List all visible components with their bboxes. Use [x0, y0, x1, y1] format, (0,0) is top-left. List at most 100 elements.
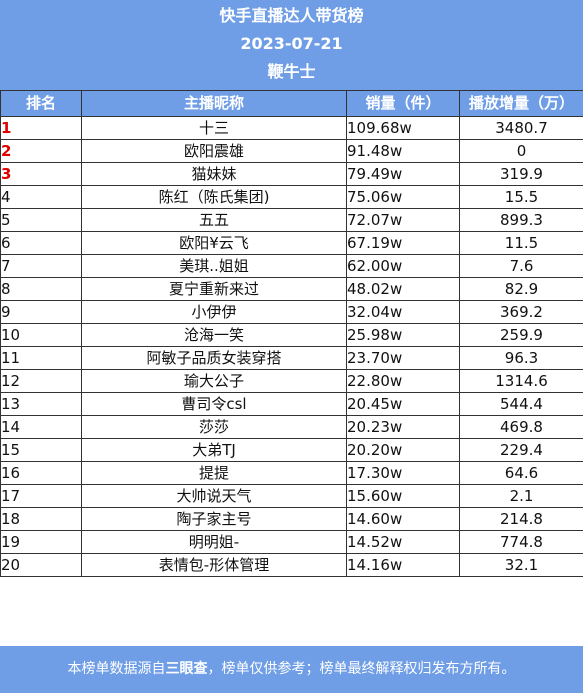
streamer-name-cell: 明明姐- — [81, 530, 347, 554]
plays-cell: 774.8 — [459, 530, 583, 554]
plays-cell: 214.8 — [459, 507, 583, 531]
plays-cell: 11.5 — [459, 231, 583, 255]
sales-cell: 72.07w — [346, 208, 460, 232]
plays-cell: 899.3 — [459, 208, 583, 232]
table-row: 1 十三 109.68w 3480.7 — [0, 116, 583, 140]
rank-cell: 19 — [0, 530, 82, 554]
sales-cell: 91.48w — [346, 139, 460, 163]
streamer-name-cell: 欧阳¥云飞 — [81, 231, 347, 255]
table-row: 7 美琪..姐姐 62.00w 7.6 — [0, 254, 583, 278]
sales-cell: 20.23w — [346, 415, 460, 439]
table-row: 14 莎莎 20.23w 469.8 — [0, 415, 583, 439]
plays-cell: 96.3 — [459, 346, 583, 370]
streamer-name-cell: 猫妹妹 — [81, 162, 347, 186]
rank-cell: 8 — [0, 277, 82, 301]
rank-cell: 1 — [0, 116, 82, 140]
plays-cell: 544.4 — [459, 392, 583, 416]
plays-cell: 319.9 — [459, 162, 583, 186]
sales-cell: 22.80w — [346, 369, 460, 393]
table-row: 10 沧海一笑 25.98w 259.9 — [0, 323, 583, 347]
rank-cell: 13 — [0, 392, 82, 416]
table-row: 6 欧阳¥云飞 67.19w 11.5 — [0, 231, 583, 255]
table-row: 20 表情包-形体管理 14.16w 32.1 — [0, 553, 583, 577]
table-row: 8 夏宁重新来过 48.02w 82.9 — [0, 277, 583, 301]
sales-cell: 14.52w — [346, 530, 460, 554]
streamer-name-cell: 陶子家主号 — [81, 507, 347, 531]
streamer-name-cell: 曹司令csl — [81, 392, 347, 416]
streamer-name-cell: 沧海一笑 — [81, 323, 347, 347]
column-header-plays: 播放增量（万） — [459, 90, 583, 117]
rank-cell: 7 — [0, 254, 82, 278]
column-header-rank: 排名 — [0, 90, 82, 117]
footer-prefix: 本榜单数据源自 — [67, 661, 166, 677]
rank-cell: 10 — [0, 323, 82, 347]
sales-cell: 109.68w — [346, 116, 460, 140]
plays-cell: 3480.7 — [459, 116, 583, 140]
table-row: 12 瑜大公子 22.80w 1314.6 — [0, 369, 583, 393]
page-header: 快手直播达人带货榜 2023-07-21 鞭牛士 — [0, 0, 583, 90]
sales-cell: 75.06w — [346, 185, 460, 209]
sales-cell: 32.04w — [346, 300, 460, 324]
rank-cell: 2 — [0, 139, 82, 163]
footer-suffix: ，榜单仅供参考；榜单最终解释权归发布方所有。 — [207, 661, 516, 677]
streamer-name-cell: 陈红（陈氏集团) — [81, 185, 347, 209]
rank-cell: 20 — [0, 553, 82, 577]
table-body: 1 十三 109.68w 3480.7 2 欧阳震雄 91.48w 0 3 猫妹妹 79.49w 31… — [0, 116, 583, 577]
table-row: 3 猫妹妹 79.49w 319.9 — [0, 162, 583, 186]
page-title: 快手直播达人带货榜 — [219, 6, 364, 25]
plays-cell: 469.8 — [459, 415, 583, 439]
plays-cell: 32.1 — [459, 553, 583, 577]
column-header-sales: 销量（件） — [346, 90, 460, 117]
sales-cell: 79.49w — [346, 162, 460, 186]
table-row: 2 欧阳震雄 91.48w 0 — [0, 139, 583, 163]
streamer-name-cell: 阿敏子品质女装穿搭 — [81, 346, 347, 370]
sales-cell: 62.00w — [346, 254, 460, 278]
streamer-name-cell: 夏宁重新来过 — [81, 277, 347, 301]
plays-cell: 64.6 — [459, 461, 583, 485]
plays-cell: 259.9 — [459, 323, 583, 347]
rank-cell: 4 — [0, 185, 82, 209]
table-row: 11 阿敏子品质女装穿搭 23.70w 96.3 — [0, 346, 583, 370]
sales-cell: 48.02w — [346, 277, 460, 301]
table-row: 18 陶子家主号 14.60w 214.8 — [0, 507, 583, 531]
table-row: 17 大帅说天气 15.60w 2.1 — [0, 484, 583, 508]
streamer-name-cell: 欧阳震雄 — [81, 139, 347, 163]
plays-cell: 1314.6 — [459, 369, 583, 393]
rank-cell: 14 — [0, 415, 82, 439]
plays-cell: 15.5 — [459, 185, 583, 209]
rank-cell: 3 — [0, 162, 82, 186]
table-row: 9 小伊伊 32.04w 369.2 — [0, 300, 583, 324]
plays-cell: 0 — [459, 139, 583, 163]
sales-cell: 20.45w — [346, 392, 460, 416]
plays-cell: 229.4 — [459, 438, 583, 462]
rank-cell: 15 — [0, 438, 82, 462]
streamer-name-cell: 大帅说天气 — [81, 484, 347, 508]
streamer-name-cell: 瑜大公子 — [81, 369, 347, 393]
rank-cell: 17 — [0, 484, 82, 508]
sales-cell: 67.19w — [346, 231, 460, 255]
table-row: 19 明明姐- 14.52w 774.8 — [0, 530, 583, 554]
sales-cell: 14.16w — [346, 553, 460, 577]
streamer-name-cell: 莎莎 — [81, 415, 347, 439]
table-header-row: 排名 主播昵称 销量（件） 播放增量（万） — [0, 90, 583, 117]
sales-cell: 17.30w — [346, 461, 460, 485]
rank-cell: 16 — [0, 461, 82, 485]
plays-cell: 2.1 — [459, 484, 583, 508]
rank-cell: 9 — [0, 300, 82, 324]
streamer-name-cell: 小伊伊 — [81, 300, 347, 324]
streamer-name-cell: 五五 — [81, 208, 347, 232]
sales-cell: 25.98w — [346, 323, 460, 347]
rank-cell: 6 — [0, 231, 82, 255]
table-row: 4 陈红（陈氏集团) 75.06w 15.5 — [0, 185, 583, 209]
column-header-name: 主播昵称 — [81, 90, 347, 117]
footer-disclaimer: 本榜单数据源自三眼查，榜单仅供参考；榜单最终解释权归发布方所有。 — [0, 646, 583, 693]
plays-cell: 7.6 — [459, 254, 583, 278]
rank-cell: 12 — [0, 369, 82, 393]
sales-cell: 23.70w — [346, 346, 460, 370]
streamer-name-cell: 提提 — [81, 461, 347, 485]
sales-cell: 20.20w — [346, 438, 460, 462]
table-row: 5 五五 72.07w 899.3 — [0, 208, 583, 232]
table-row: 13 曹司令csl 20.45w 544.4 — [0, 392, 583, 416]
sales-cell: 14.60w — [346, 507, 460, 531]
streamer-name-cell: 十三 — [81, 116, 347, 140]
